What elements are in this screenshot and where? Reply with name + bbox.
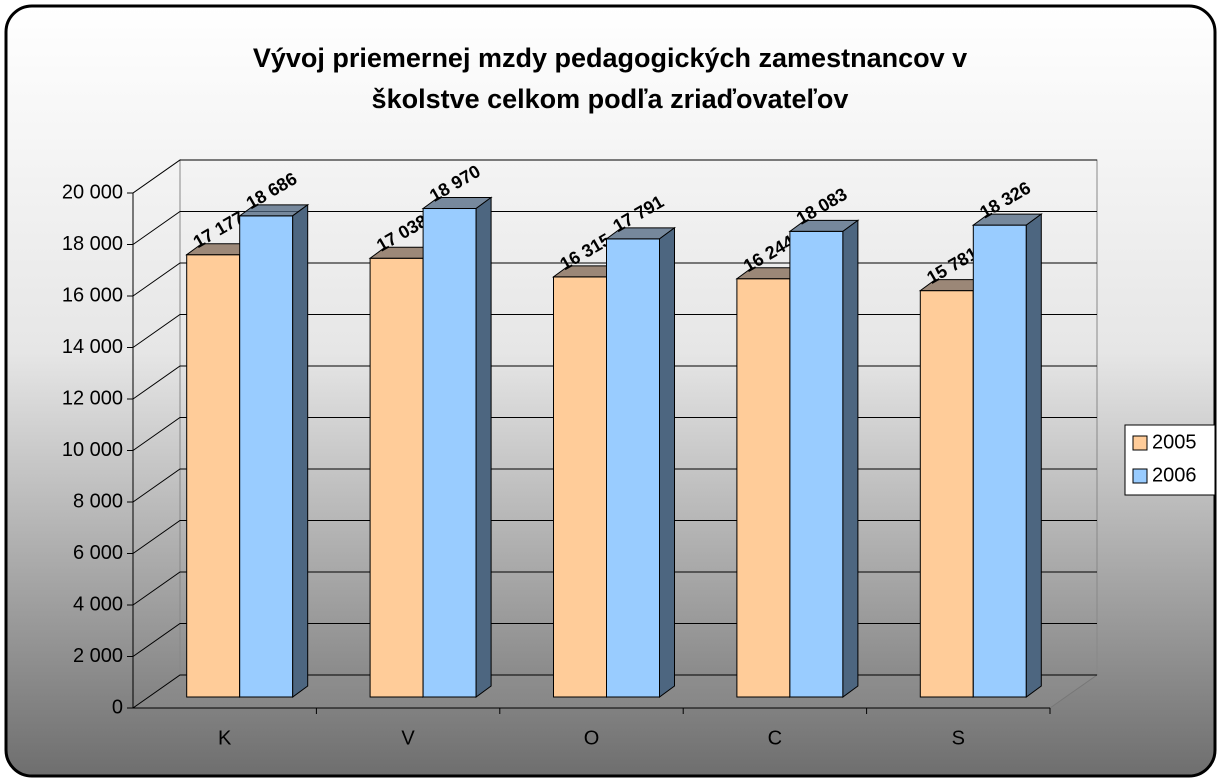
y-tick-label: 12 000 — [62, 387, 123, 409]
y-tick-label: 6 000 — [73, 542, 123, 564]
bar-front — [736, 278, 791, 698]
bar-front — [422, 208, 477, 698]
bar-side — [475, 196, 492, 698]
bar-side — [292, 203, 309, 698]
bar-front — [186, 254, 241, 698]
y-tick-label: 20 000 — [62, 181, 123, 203]
bar-front — [919, 290, 974, 698]
y-tick-label: 16 000 — [62, 284, 123, 306]
x-tick-label: K — [218, 727, 232, 749]
y-tick-label: 10 000 — [62, 439, 123, 461]
grid-line — [132, 159, 1097, 194]
bar-front — [606, 238, 660, 698]
bar-side — [842, 219, 859, 698]
grid-line — [132, 211, 1097, 245]
x-tick-label: O — [584, 727, 600, 749]
y-tick-label: 18 000 — [62, 233, 123, 255]
x-tick-label: S — [952, 727, 965, 749]
legend-label: 2005 — [1152, 431, 1197, 453]
chart-title: školstve celkom podľa zriaďovateľov — [372, 84, 849, 114]
bar-side — [1025, 213, 1042, 698]
x-tick-label: C — [768, 727, 782, 749]
bar-side — [659, 226, 675, 698]
x-tick-label: V — [401, 727, 415, 749]
chart-title: Vývoj priemernej mzdy pedagogických zame… — [253, 43, 967, 73]
y-tick-label: 8 000 — [73, 490, 123, 512]
bar-front — [789, 230, 844, 698]
legend-swatch — [1132, 468, 1148, 484]
y-tick-label: 2 000 — [73, 645, 123, 667]
y-tick-label: 4 000 — [73, 593, 123, 615]
bar-front — [239, 215, 294, 698]
y-tick-label: 14 000 — [62, 336, 123, 358]
legend-swatch — [1132, 435, 1148, 451]
bar-front — [369, 257, 424, 698]
bar-front — [553, 276, 607, 698]
bar-front — [972, 224, 1027, 698]
legend-label: 2006 — [1152, 464, 1197, 486]
y-tick-label: 0 — [112, 696, 123, 718]
